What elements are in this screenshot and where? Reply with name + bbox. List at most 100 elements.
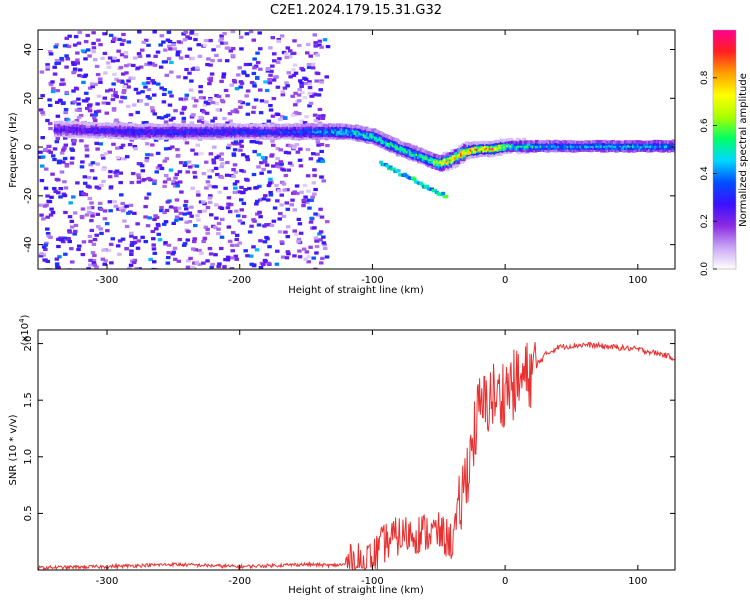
spectrogram-cell (296, 237, 302, 241)
spectrogram-cell (87, 196, 93, 201)
spectrogram-cell (83, 193, 89, 197)
spectrogram-cell (213, 225, 218, 230)
spectrogram-cell (64, 54, 69, 58)
spectrogram-cell (286, 168, 292, 172)
spectrogram-cell (296, 43, 302, 48)
spectrogram-cell (265, 67, 271, 72)
spectrogram-cell (152, 112, 157, 116)
spectrogram-cell (107, 56, 113, 60)
spectrogram-cell (120, 95, 125, 99)
spectrogram-cell (279, 240, 285, 244)
spectrogram-cell (72, 67, 78, 71)
spectrogram-cell (238, 35, 244, 39)
x-tick-label: -200 (228, 576, 251, 587)
spectrogram-cell (225, 46, 231, 50)
spectrogram-cell (150, 62, 155, 66)
spectrogram-cell (225, 94, 230, 98)
spectrogram-cell (83, 40, 89, 44)
spectrogram-cell (313, 236, 319, 240)
spectrogram-cell (41, 217, 46, 221)
spectrogram-cell (73, 35, 79, 39)
spectrogram-cell (63, 252, 68, 256)
spectrogram-cell (318, 261, 324, 265)
spectrogram-cell (108, 242, 114, 246)
spectrogram-cell (271, 52, 277, 56)
spectrogram-cell (240, 221, 246, 225)
spectrogram-cell (195, 214, 200, 218)
spectrogram-cell (161, 40, 166, 44)
spectrogram-cell (226, 196, 232, 200)
spectrogram-cell (84, 213, 90, 217)
spectrogram-cell (283, 230, 288, 234)
spectrogram-cell (210, 262, 215, 267)
spectrogram-cell (268, 190, 273, 195)
spectrogram-cell (183, 76, 188, 80)
spectrogram-cell (306, 189, 311, 193)
spectrogram-cell (195, 190, 201, 194)
spectrogram-cell (315, 213, 321, 217)
spectrogram-cell (70, 156, 75, 160)
spectrogram-cell (282, 188, 288, 192)
spectrogram-cell (309, 198, 314, 202)
spectrogram-cell (221, 72, 227, 76)
spectrogram-cell (46, 199, 51, 203)
spectrogram-cell (38, 150, 43, 154)
spectrogram-cell (96, 94, 102, 98)
spectrogram-cell (99, 183, 104, 188)
spectrogram-cell (216, 264, 221, 269)
spectrogram-cell (247, 62, 253, 67)
spectrogram-cell (126, 85, 131, 89)
spectrogram-cell (213, 166, 219, 171)
spectrogram-cell (206, 101, 211, 106)
spectrogram-cell (258, 67, 263, 71)
spectrogram-cell (111, 94, 116, 98)
spectrogram-cell (204, 120, 209, 125)
spectrogram-cell (461, 159, 466, 163)
colorbar-frame (712, 29, 737, 270)
spectrogram-cell (322, 246, 328, 250)
spectrogram-cell (214, 53, 219, 58)
spectrogram-cell (219, 37, 224, 41)
spectrogram-cell (281, 168, 287, 172)
x-tick-label: 0 (502, 576, 508, 587)
spectrogram-cell (61, 240, 66, 244)
spectrogram-cell (127, 63, 132, 67)
colorbar-label: Normalized spectral amplitude (738, 73, 749, 227)
spectrogram-cell (208, 213, 214, 217)
spectrogram-cell (170, 252, 176, 256)
spectrogram-cell (277, 57, 282, 61)
spectrogram-cell (207, 169, 212, 173)
spectrogram-cell (234, 209, 239, 213)
spectrogram-cell (65, 118, 71, 122)
spectrogram-cell (207, 200, 213, 205)
spectrogram-cell (208, 194, 213, 198)
spectrogram-cell (208, 63, 213, 67)
spectrogram-cell (111, 82, 116, 86)
spectrogram-cell (167, 146, 172, 151)
spectrogram-cell (303, 257, 308, 261)
spectrogram-cell (55, 89, 61, 93)
spectrogram-cell (136, 52, 142, 56)
spectrogram-cell (111, 108, 117, 112)
spectrogram-cell (72, 232, 77, 236)
spectrogram-cell (249, 80, 255, 85)
spectrogram-cell (266, 223, 272, 227)
spectrogram-cell (175, 148, 180, 152)
spectrogram-cell (111, 38, 117, 42)
spectrogram-cell (261, 167, 266, 172)
spectrogram-cell (283, 150, 289, 154)
spectrogram-cell (131, 76, 136, 80)
spectrogram-cell (103, 152, 109, 156)
spectrogram-cell (178, 56, 184, 60)
spectrogram-cell (134, 266, 139, 269)
spectrogram-cell (57, 98, 63, 102)
spectrogram-cell (237, 142, 242, 146)
spectrogram-cell (68, 201, 73, 205)
spectrogram-cell (90, 113, 95, 117)
spectrogram-cell (241, 169, 247, 174)
spectrogram-cell (56, 191, 61, 195)
spectrogram-cell (320, 159, 326, 164)
spectrogram-cell (307, 206, 312, 210)
spectrogram-cell (225, 258, 231, 262)
spectrogram-frame (37, 29, 676, 270)
